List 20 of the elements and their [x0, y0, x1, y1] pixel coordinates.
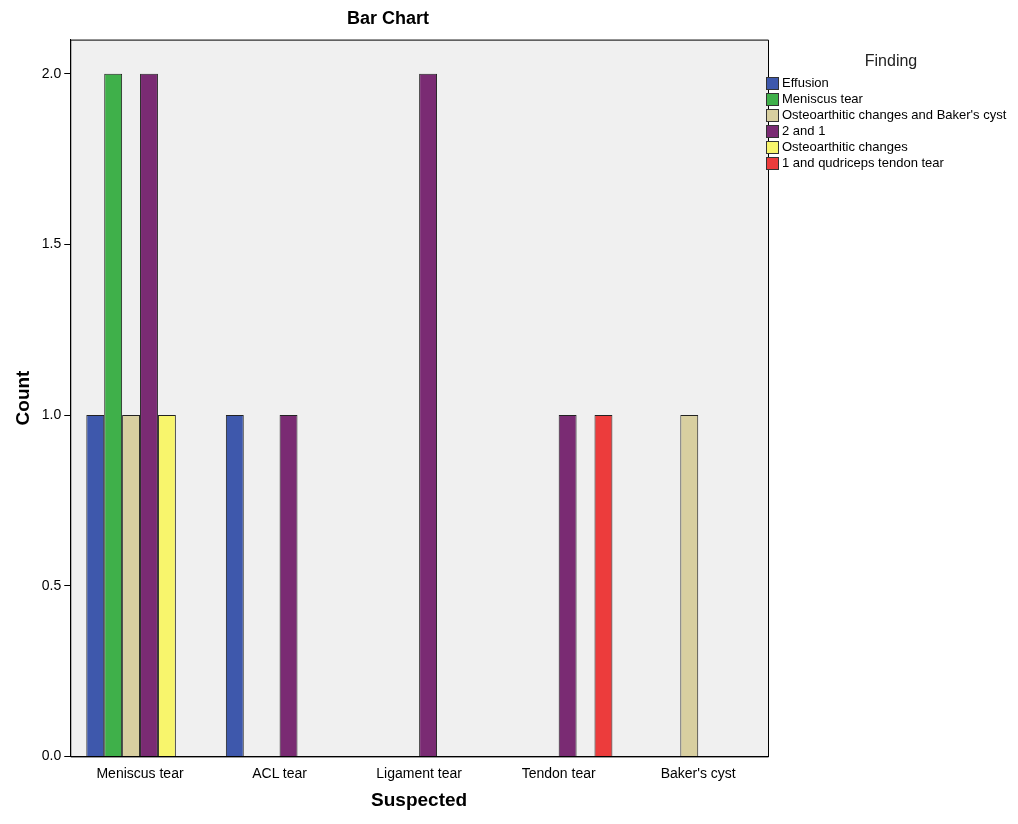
x-tick-label: ACL tear	[252, 764, 308, 781]
x-tick-label: Ligament tear	[376, 764, 463, 781]
y-tick-label: 2.0	[41, 64, 62, 81]
legend-label: Osteoarthitic changes and Baker's cyst	[782, 107, 1007, 122]
legend-label: Meniscus tear	[782, 91, 863, 106]
legend-title: Finding	[863, 52, 919, 70]
y-tick-label: 1.5	[41, 235, 62, 252]
y-tick-label: 1.0	[41, 405, 62, 422]
y-axis-title: Count	[11, 369, 33, 426]
y-tick-label: 0.5	[41, 576, 62, 593]
legend-label: Osteoarthitic changes	[782, 139, 908, 154]
legend-label: 1 and qudriceps tendon tear	[782, 155, 944, 170]
chart-title: Bar Chart	[346, 7, 430, 28]
x-tick-label: Tendon tear	[521, 764, 596, 781]
x-tick-label: Meniscus tear	[96, 764, 184, 781]
x-tick-label: Baker's cyst	[660, 764, 736, 781]
x-axis-title: Suspected	[371, 788, 468, 810]
legend-label: 2 and 1	[782, 123, 826, 138]
legend-label: Effusion	[782, 75, 829, 90]
y-tick-label: 0.0	[41, 747, 62, 764]
